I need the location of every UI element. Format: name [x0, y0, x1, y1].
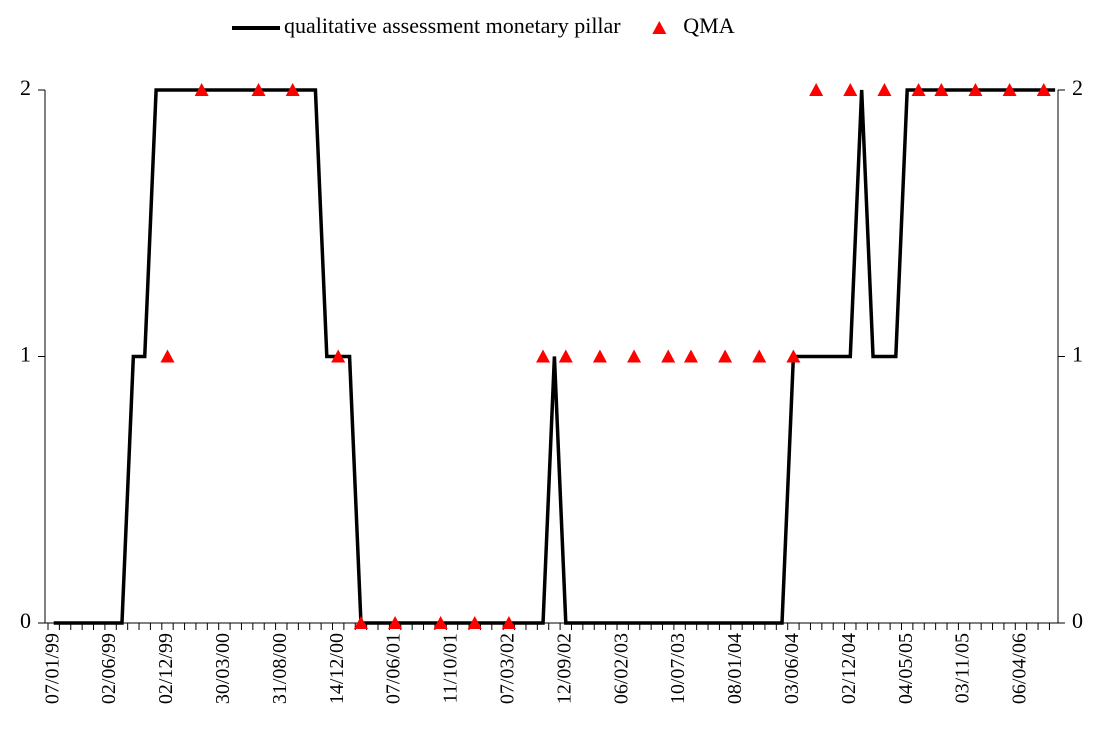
x-tick-label: 07/06/01 [383, 633, 405, 704]
series-marker [160, 349, 175, 363]
y-tick-label: 2 [20, 75, 31, 100]
x-tick-label: 12/09/02 [553, 633, 575, 704]
series-marker [877, 83, 892, 96]
series-line [53, 88, 1056, 625]
x-tick-label: 14/12/00 [326, 633, 348, 704]
series-marker [558, 349, 573, 363]
series-marker [843, 83, 858, 96]
legend: qualitative assessment monetary pillar QM… [232, 13, 735, 38]
x-tick-label: 06/02/03 [610, 633, 632, 704]
x-tick-label: 31/08/00 [269, 633, 291, 704]
legend-marker [652, 21, 667, 34]
y-tick-label: 1 [20, 342, 31, 367]
series-marker [501, 616, 516, 629]
x-tick-label: 07/01/99 [41, 633, 63, 704]
series-marker [467, 616, 482, 629]
x-tick-label: 03/11/05 [952, 633, 974, 703]
series-marker [433, 616, 448, 629]
series-marker [353, 616, 368, 629]
series-marker [331, 349, 346, 363]
series-marker [718, 349, 733, 363]
y2-tick-label: 1 [1072, 342, 1083, 367]
series-marker [683, 349, 698, 363]
y2-tick-label: 2 [1072, 75, 1083, 100]
x-tick-label: 02/06/99 [98, 633, 120, 704]
series-marker [661, 349, 676, 363]
series-marker [285, 83, 300, 96]
legend-label: QMA [683, 13, 734, 38]
series-marker [536, 349, 551, 363]
series-marker [251, 83, 266, 96]
series-marker [592, 349, 607, 363]
series-marker [1036, 83, 1051, 96]
series-marker [1002, 83, 1017, 96]
series-marker [968, 83, 983, 96]
series-marker [911, 83, 926, 96]
x-tick-label: 03/06/04 [781, 633, 803, 704]
series-marker [627, 349, 642, 363]
series-marker [809, 83, 824, 96]
series-marker [934, 83, 949, 96]
x-tick-label: 04/05/05 [895, 633, 917, 704]
x-tick-label: 30/03/00 [212, 633, 234, 704]
y2-tick-label: 0 [1072, 608, 1083, 633]
series-marker [194, 83, 209, 96]
x-tick-label: 02/12/04 [838, 633, 860, 704]
x-tick-label: 07/03/02 [496, 633, 518, 704]
x-tick-label: 10/07/03 [667, 633, 689, 704]
x-tick-label: 02/12/99 [155, 633, 177, 704]
x-tick-label: 06/04/06 [1009, 633, 1031, 704]
x-tick-label: 11/10/01 [440, 633, 462, 703]
series-marker [752, 349, 767, 363]
series-marker [388, 616, 403, 629]
x-tick-label: 08/01/04 [724, 633, 746, 704]
legend-label: qualitative assessment monetary pillar [284, 13, 621, 38]
y-tick-label: 0 [20, 608, 31, 633]
series-marker [786, 349, 801, 363]
